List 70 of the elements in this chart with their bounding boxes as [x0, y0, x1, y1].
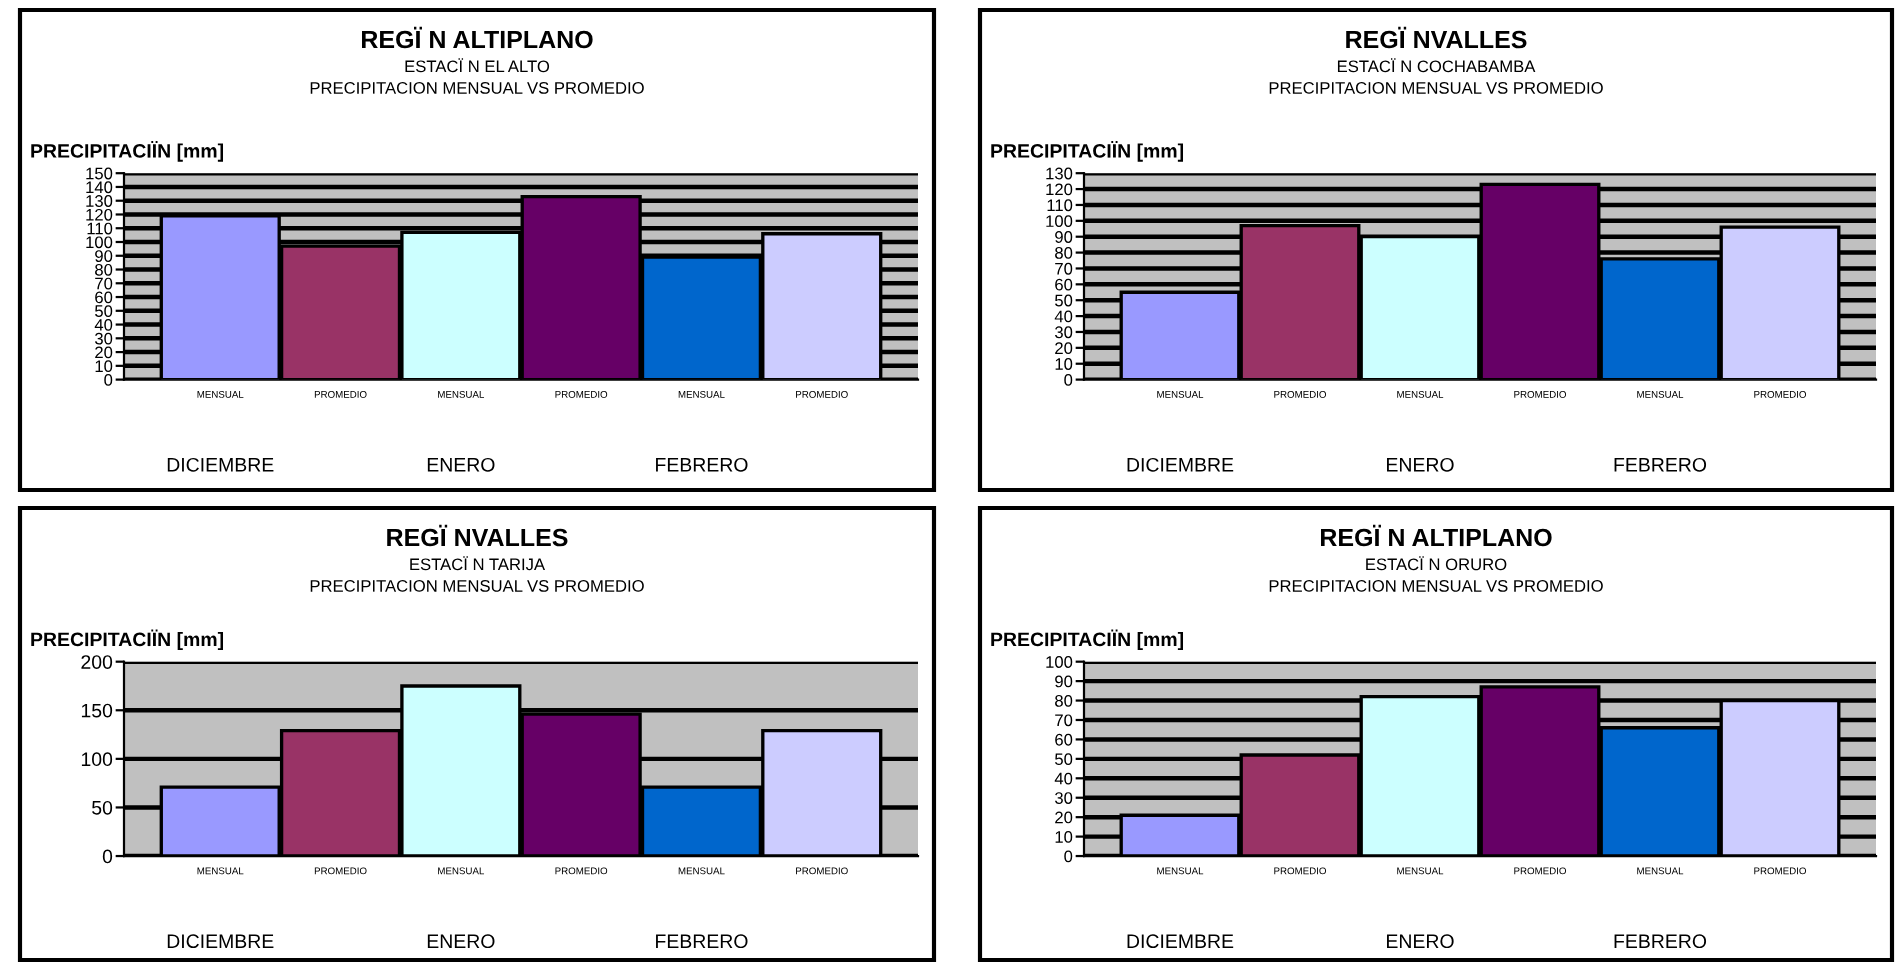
y-tick-label: 20: [1055, 811, 1073, 824]
y-tick-label: 100: [81, 752, 113, 767]
text: FEBRERO: [1614, 457, 1707, 472]
y-tick-label: 140: [86, 181, 113, 194]
y-tick-label: 10: [1055, 358, 1073, 370]
chart-title: REGÏ N ALTIPLANO: [362, 26, 593, 49]
text: ENERO: [1387, 934, 1454, 949]
y-tick-label: 150: [81, 703, 113, 718]
y-tick-label: 150: [86, 167, 113, 180]
y-tick-label: 110: [1047, 199, 1073, 212]
y-tick-label: 50: [1055, 753, 1073, 766]
text: DICIEMBRE: [167, 934, 274, 949]
text: ENERO: [427, 934, 495, 949]
chart-subtitle: ESTACÏ N EL ALTO PRECIPITACION MENSUAL VS PROMEDIO: [310, 58, 644, 94]
y-tick-label: 60: [1055, 733, 1073, 746]
y-tick-label: 10: [1055, 831, 1073, 843]
y-tick-label: 90: [95, 250, 113, 262]
chart-subtitle: ESTACÏ N ORURO PRECIPITACION MENSUAL VS PROMEDIO: [1269, 556, 1603, 592]
y-tick-label: 60: [95, 291, 113, 304]
y-tick-label: 90: [1055, 675, 1073, 688]
text: DICIEMBRE: [1127, 934, 1234, 949]
y-tick-label: 20: [95, 346, 113, 359]
y-axis-title: PRECIPITACIÏN [mm]: [31, 629, 224, 651]
y-tick-label: 80: [95, 263, 113, 276]
y-tick-label: 120: [1046, 183, 1073, 196]
y-axis-title: PRECIPITACIÏN [mm]: [991, 140, 1184, 162]
text: ENERO: [1387, 457, 1454, 472]
chart-title: REGÏ N ALTIPLANO: [1321, 524, 1552, 547]
y-tick-label: 70: [95, 277, 113, 290]
y-tick-label: 40: [1054, 772, 1073, 785]
y-tick-label: 0: [1064, 374, 1073, 386]
text: DICIEMBRE: [167, 457, 274, 472]
y-axis-title: PRECIPITACIÏN [mm]: [991, 629, 1184, 651]
text: FEBRERO: [1614, 934, 1707, 949]
y-tick-label: 90: [1055, 231, 1073, 243]
y-tick-label: 40: [1054, 310, 1073, 323]
y-tick-label: 80: [1055, 246, 1073, 259]
y-tick-label: 50: [95, 305, 113, 317]
y-tick-label: 200: [81, 655, 113, 669]
chart-title: REGÏ NVALLES: [1346, 26, 1527, 49]
y-tick-label: 50: [92, 800, 113, 815]
y-tick-label: 0: [102, 849, 113, 864]
y-tick-label: 40: [94, 318, 113, 331]
y-tick-label: 30: [1054, 326, 1073, 339]
text: DICIEMBRE: [1127, 457, 1234, 472]
y-tick-label: 60: [1055, 278, 1073, 291]
y-tick-label: 100: [1046, 215, 1073, 228]
y-tick-label: 70: [1055, 262, 1073, 275]
y-tick-label: 0: [1064, 850, 1073, 863]
y-tick-label: 0: [104, 374, 113, 386]
y-tick-label: 10: [95, 360, 113, 373]
text: FEBRERO: [656, 457, 748, 472]
y-tick-label: 110: [87, 222, 113, 235]
y-tick-label: 130: [1046, 167, 1073, 180]
y-tick-label: 130: [86, 195, 113, 207]
text: FEBRERO: [656, 934, 748, 949]
y-tick-label: 100: [86, 236, 113, 249]
y-tick-label: 70: [1055, 714, 1073, 727]
chart-subtitle: ESTACÏ N COCHABAMBA PRECIPITACION MENSUAL VS PROMEDIO: [1269, 58, 1603, 94]
y-axis-title: PRECIPITACIÏN [mm]: [31, 140, 224, 162]
y-tick-label: 80: [1055, 694, 1073, 707]
text: ENERO: [427, 457, 495, 472]
y-tick-label: 100: [1046, 656, 1073, 668]
y-tick-label: 30: [1054, 792, 1073, 804]
y-tick-label: 120: [86, 208, 113, 221]
y-tick-label: 30: [94, 332, 113, 345]
y-tick-label: 50: [1055, 294, 1073, 307]
chart-title: REGÏ NVALLES: [387, 524, 568, 547]
y-tick-label: 20: [1055, 342, 1073, 355]
chart-subtitle: ESTACÏ N TARIJA PRECIPITACION MENSUAL VS PROMEDIO: [310, 556, 644, 592]
